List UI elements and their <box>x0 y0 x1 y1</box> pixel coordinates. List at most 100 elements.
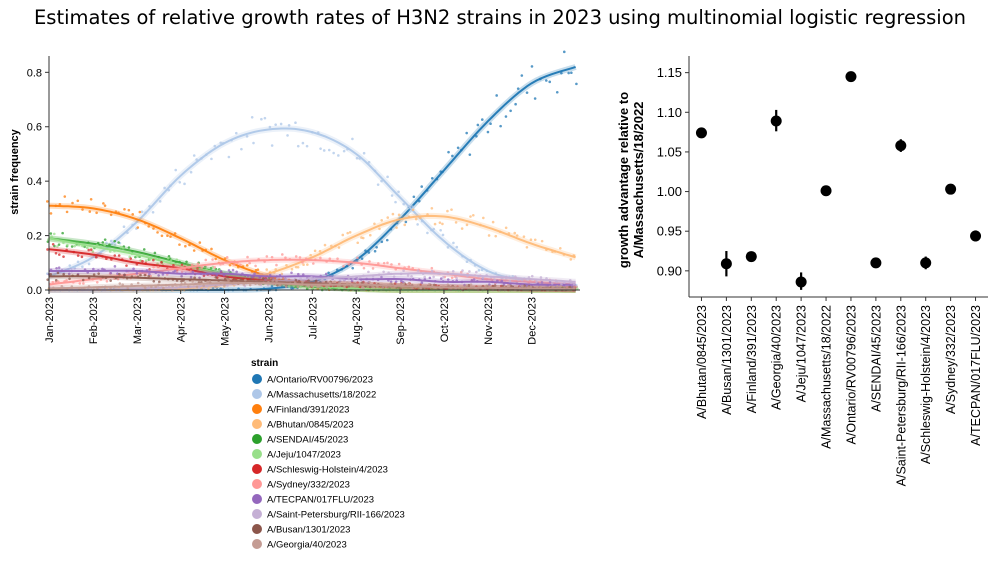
observation-point <box>438 221 442 224</box>
legend-label: A/Busan/1301/2023 <box>267 525 350 536</box>
observation-point <box>530 65 534 68</box>
observation-point <box>475 270 478 274</box>
observation-point <box>522 235 526 238</box>
legend-label: A/Jeju/1047/2023 <box>267 450 341 461</box>
observation-point <box>193 276 196 280</box>
observation-point <box>376 183 380 186</box>
observation-point <box>259 272 262 276</box>
observation-point <box>332 151 335 155</box>
observation-point <box>318 285 321 288</box>
observation-point <box>172 264 175 267</box>
freq-x-tick-label: Aug-2023 <box>351 297 363 345</box>
observation-point <box>529 285 533 289</box>
freq-y-axis-label: strain frequency <box>9 128 21 214</box>
legend-swatch <box>252 389 262 399</box>
adv-point <box>895 140 907 152</box>
observation-point <box>389 282 392 285</box>
observation-point <box>51 280 55 284</box>
observation-point <box>539 276 543 279</box>
observation-point <box>550 282 554 285</box>
observation-point <box>314 279 318 283</box>
observation-point <box>548 80 552 84</box>
observation-point <box>488 283 491 286</box>
observation-point <box>397 213 401 217</box>
observation-point <box>395 226 398 229</box>
observation-point <box>442 275 445 279</box>
observation-point <box>347 285 351 288</box>
observation-point <box>250 115 254 119</box>
observation-point <box>397 262 401 266</box>
observation-point <box>232 263 236 266</box>
observation-point <box>234 131 238 135</box>
observation-point <box>62 255 65 258</box>
observation-point <box>148 268 151 271</box>
adv-axes: 0.90 0.95 1.00 1.05 1.10 1.15 A/Bhutan/0845/20… <box>657 56 988 486</box>
observation-point <box>369 233 372 237</box>
observation-point <box>136 226 140 229</box>
observation-point <box>127 208 131 212</box>
adv-point <box>920 257 932 269</box>
observation-point <box>143 273 147 277</box>
observation-point <box>173 269 177 273</box>
observation-point <box>407 281 411 285</box>
observation-point <box>476 123 480 127</box>
observation-point <box>88 210 92 213</box>
observation-point <box>389 280 393 283</box>
observation-point <box>129 257 133 260</box>
observation-point <box>211 286 215 290</box>
observation-point <box>174 168 178 172</box>
adv-point <box>795 276 807 288</box>
observation-point <box>213 266 217 269</box>
observation-point <box>345 285 348 289</box>
freq-x-tick-label: Dec-2023 <box>527 297 539 345</box>
observation-point <box>116 277 120 281</box>
observation-point <box>348 231 352 234</box>
observation-point <box>560 71 563 75</box>
observation-point <box>246 255 249 259</box>
legend-item-a-bhutan-0845-2023: A/Bhutan/0845/2023 <box>252 419 354 431</box>
observation-point <box>362 286 366 290</box>
observation-point <box>63 195 67 198</box>
observation-point <box>399 282 403 286</box>
adv-point <box>695 127 707 139</box>
observation-point <box>419 283 422 286</box>
adv-x-tick-label: A/Georgia/40/2023 <box>770 305 784 410</box>
observation-point <box>213 144 217 148</box>
observation-point <box>214 276 218 279</box>
observation-point <box>460 227 464 230</box>
observation-point <box>411 205 414 208</box>
observation-point <box>446 209 449 213</box>
adv-x-tick-label: A/TECPAN/017FLU/2023 <box>969 305 983 446</box>
observation-point <box>147 225 151 228</box>
observation-point <box>209 266 213 270</box>
observation-point <box>494 234 498 238</box>
growth-advantage-chart: growth advantage relative toA/Massachuse… <box>616 56 988 486</box>
observation-point <box>367 270 370 274</box>
observation-point <box>94 255 98 259</box>
observation-point <box>567 71 570 75</box>
legend-item-a-georgia-40-2023: A/Georgia/40/2023 <box>252 539 347 551</box>
observation-point <box>148 272 151 276</box>
observation-point <box>356 277 360 281</box>
observation-point <box>545 79 548 82</box>
observation-point <box>113 254 117 257</box>
observation-point <box>239 263 242 267</box>
adv-point <box>720 258 732 270</box>
observation-point <box>191 280 194 283</box>
observation-point <box>551 285 554 289</box>
observation-point <box>499 124 502 128</box>
observation-point <box>382 270 385 274</box>
observation-point <box>324 272 328 276</box>
observation-point <box>433 222 437 226</box>
observation-point <box>166 234 169 237</box>
observation-point <box>227 155 231 159</box>
observation-point <box>386 216 390 219</box>
observation-point <box>190 263 194 267</box>
page-title: Estimates of relative growth rates of H3… <box>33 6 967 29</box>
observation-point <box>198 276 201 280</box>
observation-point <box>210 157 213 161</box>
observation-point <box>180 270 184 274</box>
observation-point <box>375 245 378 249</box>
adv-point <box>870 257 882 269</box>
observation-point <box>296 272 300 276</box>
